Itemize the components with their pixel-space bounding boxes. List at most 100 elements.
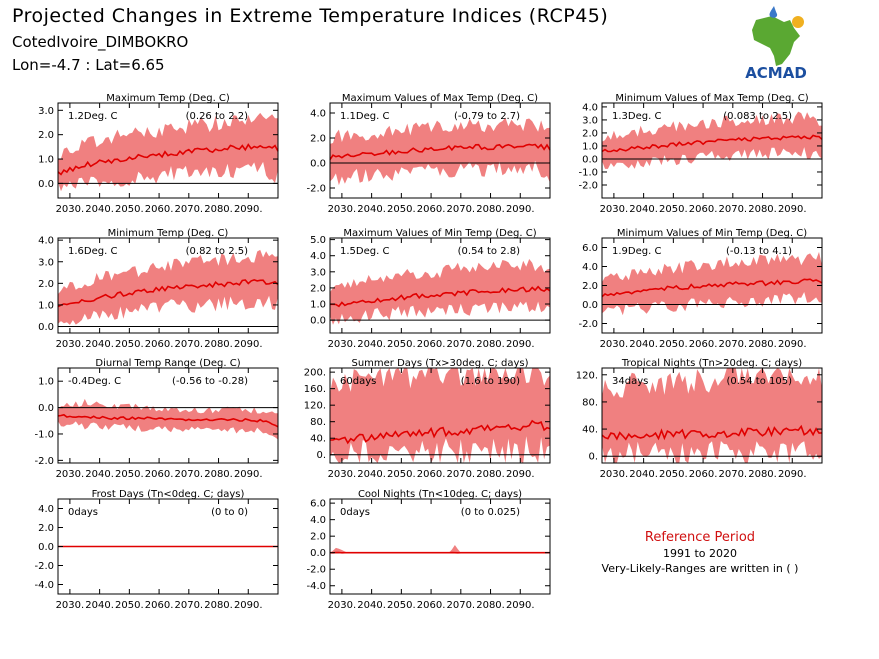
- reference-period-title: Reference Period: [644, 530, 756, 545]
- x-tick-label: 2060.: [417, 339, 446, 350]
- y-tick-label: 1.0: [582, 141, 598, 152]
- x-tick-label: 2080.: [476, 469, 505, 480]
- x-tick-label: 2060.: [417, 469, 446, 480]
- likely-range-band: [602, 111, 822, 169]
- x-tick-label: 2040.: [357, 600, 386, 611]
- y-tick-label: 3.0: [38, 257, 54, 268]
- x-tick-label: 2050.: [659, 204, 688, 215]
- median-line: [601, 278, 823, 298]
- y-tick-label: 5.0: [310, 235, 326, 246]
- plot-frame: [57, 102, 279, 199]
- y-tick-label: 1.0: [38, 300, 54, 311]
- reference-period-note: Reference Period 1991 to 2020 Very-Likel…: [580, 530, 820, 575]
- x-tick-label: 2070.: [174, 339, 203, 350]
- y-tick-label: -2.0: [306, 565, 326, 576]
- x-tick-label: 2050.: [387, 600, 416, 611]
- y-tick-label: 0.0: [310, 159, 326, 170]
- median-line: [601, 134, 823, 153]
- x-tick-label: 2070.: [174, 600, 203, 611]
- x-tick-label: 2060.: [417, 600, 446, 611]
- very-likely-range: (0.54 to 2.8): [458, 246, 520, 257]
- x-tick-label: 2030.: [328, 204, 357, 215]
- y-tick-label: 4.0: [38, 504, 54, 515]
- panel-title: Maximum Values of Max Temp (Deg. C): [342, 93, 538, 104]
- y-tick-label: 2.0: [310, 283, 326, 294]
- africa-map-logo-icon: [752, 6, 804, 66]
- y-tick-label: 4.0: [310, 109, 326, 120]
- panel-title: Frost Days (Tn<0deg. C; days): [92, 489, 245, 500]
- change-value: 0days: [68, 507, 98, 518]
- panel-title: Maximum Temp (Deg. C): [106, 93, 230, 104]
- x-tick-label: 2090.: [234, 339, 263, 350]
- x-tick-label: 2080.: [748, 469, 777, 480]
- chart-panel: -4.0 -2.0 0.0 2.0 4.0 2030. 2040. 2050. 2060. 207…: [34, 489, 279, 611]
- likely-range-band: [330, 117, 550, 186]
- y-tick-label: 0.0: [38, 179, 54, 190]
- x-tick-label: 2070.: [174, 204, 203, 215]
- median-line: [330, 285, 551, 308]
- y-tick-label: 4.0: [38, 236, 54, 247]
- acmad-logo-text: ACMAD: [745, 64, 807, 82]
- very-likely-range: (-0.56 to -0.28): [172, 376, 248, 387]
- chart-panel: 0.0 1.0 2.0 3.0 2030. 2040. 2050. 2060. 2070. 208…: [38, 93, 279, 215]
- x-tick-label: 2040.: [629, 339, 658, 350]
- y-tick-label: -2.0: [578, 180, 598, 191]
- x-tick-label: 2080.: [748, 339, 777, 350]
- x-tick-label: 2060.: [145, 600, 174, 611]
- median-line: [601, 424, 823, 441]
- chart-panel: 0. 40. 80. 120. 160. 200. 2030. 2040. 2050. 2060.…: [304, 358, 551, 480]
- panel-title: Diurnal Temp Range (Deg. C): [95, 358, 240, 369]
- median-line: [329, 143, 551, 161]
- x-tick-label: 2060.: [145, 204, 174, 215]
- x-tick-label: 2040.: [629, 204, 658, 215]
- median-line: [57, 413, 279, 428]
- panel-title: Cool Nights (Tn<10deg. C; days): [358, 489, 522, 500]
- y-tick-label: 2.0: [582, 281, 598, 292]
- y-tick-label: 120.: [304, 401, 326, 412]
- x-tick-label: 2060.: [145, 469, 174, 480]
- y-tick-label: 6.0: [310, 499, 326, 510]
- y-tick-label: 0.0: [38, 403, 54, 414]
- x-tick-label: 2050.: [115, 600, 144, 611]
- x-tick-label: 2070.: [446, 469, 475, 480]
- x-tick-label: 2040.: [357, 469, 386, 480]
- x-tick-label: 2080.: [476, 600, 505, 611]
- y-tick-label: 3.0: [582, 115, 598, 126]
- x-tick-label: 2040.: [85, 339, 114, 350]
- likely-range-band: [330, 368, 550, 463]
- x-tick-label: 2080.: [204, 469, 233, 480]
- y-tick-label: 2.0: [38, 279, 54, 290]
- chart-panel: -2.0 0.0 2.0 4.0 6.0 2030. 2040. 2050. 2060. 2070…: [578, 228, 823, 350]
- y-tick-label: 0.0: [38, 322, 54, 333]
- x-tick-label: 2030.: [328, 339, 357, 350]
- x-tick-label: 2090.: [234, 469, 263, 480]
- x-tick-label: 2030.: [56, 600, 85, 611]
- x-tick-label: 2080.: [204, 339, 233, 350]
- y-tick-label: -2.0: [34, 456, 54, 467]
- x-tick-label: 2050.: [387, 469, 416, 480]
- median-line: [57, 143, 279, 176]
- x-tick-label: 2080.: [748, 204, 777, 215]
- change-value: 60days: [340, 376, 376, 387]
- x-tick-label: 2070.: [718, 204, 747, 215]
- very-likely-range: (0 to 0.025): [461, 507, 520, 518]
- panel-title: Tropical Nights (Tn>20deg. C; days): [621, 358, 802, 369]
- y-tick-label: 2.0: [310, 134, 326, 145]
- x-tick-label: 2050.: [115, 204, 144, 215]
- y-tick-label: 3.0: [310, 267, 326, 278]
- plot-frame: [329, 367, 551, 464]
- y-tick-label: 0.0: [38, 542, 54, 553]
- x-tick-label: 2030.: [328, 469, 357, 480]
- y-tick-label: 0.: [316, 450, 326, 461]
- y-tick-label: 0.0: [310, 548, 326, 559]
- x-tick-label: 2090.: [506, 469, 535, 480]
- change-value: 1.6Deg. C: [68, 246, 117, 257]
- x-tick-label: 2070.: [718, 339, 747, 350]
- x-tick-label: 2080.: [204, 600, 233, 611]
- x-tick-label: 2090.: [234, 600, 263, 611]
- change-value: 1.3Deg. C: [612, 111, 661, 122]
- x-tick-label: 2090.: [506, 339, 535, 350]
